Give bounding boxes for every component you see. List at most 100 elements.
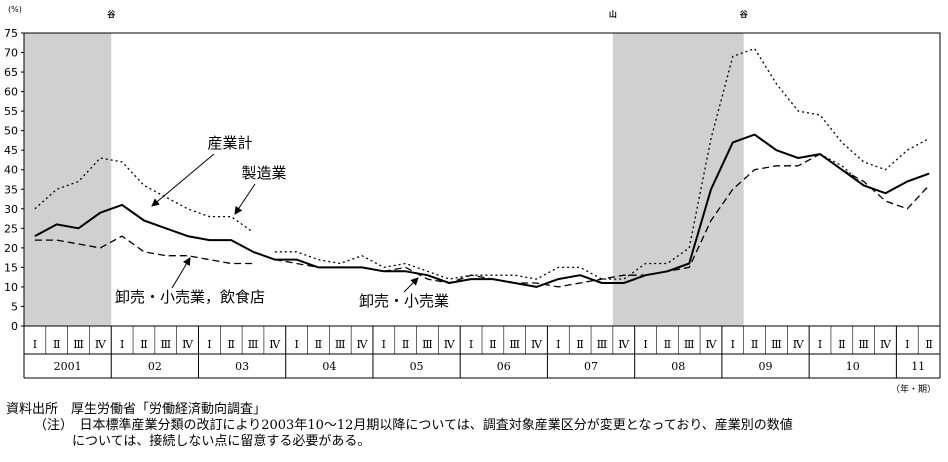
shaded-period-0 [24, 33, 112, 326]
quarter-label: Ⅲ [335, 338, 346, 351]
quarter-label: Ⅱ [664, 338, 671, 351]
quarter-label: Ⅲ [771, 338, 782, 351]
year-label: 07 [584, 360, 598, 373]
quarter-label: Ⅱ [315, 338, 322, 351]
shaded-period-1 [612, 33, 744, 326]
y-tick-label: 55 [4, 105, 18, 118]
quarter-label: Ⅱ [751, 338, 758, 351]
quarter-label: Ⅳ [880, 338, 892, 351]
y-tick-label: 40 [4, 164, 18, 177]
quarter-label: Ⅰ [382, 338, 386, 351]
y-tick-label: 30 [4, 203, 18, 216]
annotation-label: 卸売・小売業 [359, 292, 449, 310]
quarter-label: Ⅳ [706, 338, 718, 351]
quarter-label: Ⅳ [357, 338, 369, 351]
y-tick-label: 15 [4, 261, 18, 274]
y-tick-label: 25 [4, 222, 18, 235]
quarter-label: Ⅰ [207, 338, 211, 351]
annotation-label: 製造業 [241, 164, 286, 182]
quarter-label: Ⅲ [422, 338, 433, 351]
year-label: 2001 [54, 360, 82, 373]
quarter-label: Ⅱ [53, 338, 60, 351]
series-lines [34, 47, 930, 288]
year-label: 06 [497, 360, 511, 373]
annotation-arrow [403, 277, 419, 293]
quarter-label: Ⅰ [905, 338, 909, 351]
series-line [274, 47, 930, 280]
quarter-label: Ⅳ [182, 338, 194, 351]
quarter-label: Ⅰ [818, 338, 822, 351]
year-label: 10 [846, 360, 860, 373]
quarter-label: Ⅰ [294, 338, 298, 351]
quarter-label: Ⅳ [531, 338, 543, 351]
annotation-arrow [234, 183, 256, 215]
y-tick-label: 70 [4, 47, 18, 60]
quarter-label: Ⅲ [509, 338, 520, 351]
quarter-label: Ⅱ [140, 338, 147, 351]
cycle-marker: 山 [609, 9, 617, 19]
annotation-label: 産業計 [207, 134, 252, 152]
year-label: 08 [671, 360, 685, 373]
quarter-label: Ⅲ [248, 338, 259, 351]
series-line [34, 133, 930, 288]
notes: 資料出所 厚生労働省「労働経済動向調査」 （注） 日本標準産業分類の改訂により2… [6, 402, 793, 450]
year-label: 11 [911, 360, 925, 373]
series-line [34, 235, 253, 265]
quarter-label: Ⅳ [95, 338, 107, 351]
y-tick-label: 60 [4, 86, 18, 99]
quarter-label: Ⅱ [576, 338, 583, 351]
quarter-label: Ⅰ [33, 338, 37, 351]
footnote-line-1: （注） 日本標準産業分類の改訂により2003年10〜12月期以降については、調査… [34, 418, 793, 433]
y-tick-label: 75 [4, 27, 18, 40]
y-tick-label: 50 [4, 125, 18, 138]
quarter-label: Ⅲ [73, 338, 84, 351]
annotation-arrow [171, 257, 191, 289]
series-line [274, 153, 930, 288]
x-unit-label: （年・期） [891, 383, 936, 395]
quarter-label: Ⅳ [793, 338, 805, 351]
quarter-label: Ⅰ [643, 338, 647, 351]
y-tick-label: 20 [4, 242, 18, 255]
quarter-label: Ⅱ [925, 338, 932, 351]
year-label: 03 [235, 360, 249, 373]
y-unit-label: (%) [8, 5, 22, 14]
quarter-label: Ⅳ [618, 338, 630, 351]
y-tick-label: 10 [4, 281, 18, 294]
y-tick-label: 5 [11, 300, 18, 313]
quarter-label: Ⅱ [227, 338, 234, 351]
quarter-label: Ⅲ [160, 338, 171, 351]
y-tick-label: 35 [4, 183, 18, 196]
quarter-label: Ⅲ [858, 338, 869, 351]
year-label: 04 [322, 360, 336, 373]
y-tick-label: 65 [4, 66, 18, 79]
footnote-line-2: については、接続しない点に留意する必要がある。 [72, 434, 371, 449]
plot-border [23, 32, 941, 327]
quarter-label: Ⅳ [444, 338, 456, 351]
quarter-label: Ⅰ [556, 338, 560, 351]
series-line [819, 153, 930, 194]
source-note: 資料出所 厚生労働省「労働経済動向調査」 [6, 402, 267, 417]
year-label: 09 [759, 360, 773, 373]
annotation-arrow [151, 153, 215, 207]
cycle-marker: 谷 [106, 9, 116, 19]
annotation-label: 卸売・小売業，飲食店 [115, 288, 265, 306]
recession-shading [24, 33, 744, 326]
quarter-label: Ⅰ [731, 338, 735, 351]
year-label: 05 [410, 360, 424, 373]
quarter-label: Ⅲ [597, 338, 608, 351]
quarter-label: Ⅱ [489, 338, 496, 351]
quarter-label: Ⅱ [838, 338, 845, 351]
year-label: 02 [148, 360, 162, 373]
quarter-label: Ⅳ [269, 338, 281, 351]
quarter-label: Ⅱ [402, 338, 409, 351]
plot-frame [23, 32, 941, 327]
quarter-label: Ⅰ [469, 338, 473, 351]
cycle-markers: 谷山谷 [106, 9, 748, 19]
quarter-label: Ⅰ [120, 338, 124, 351]
quarter-label: Ⅲ [684, 338, 695, 351]
y-tick-label: 45 [4, 144, 18, 157]
y-axis: 0 5 10 15 20 25 30 35 40 45 50 55 60 65 70 75 [4, 27, 24, 333]
